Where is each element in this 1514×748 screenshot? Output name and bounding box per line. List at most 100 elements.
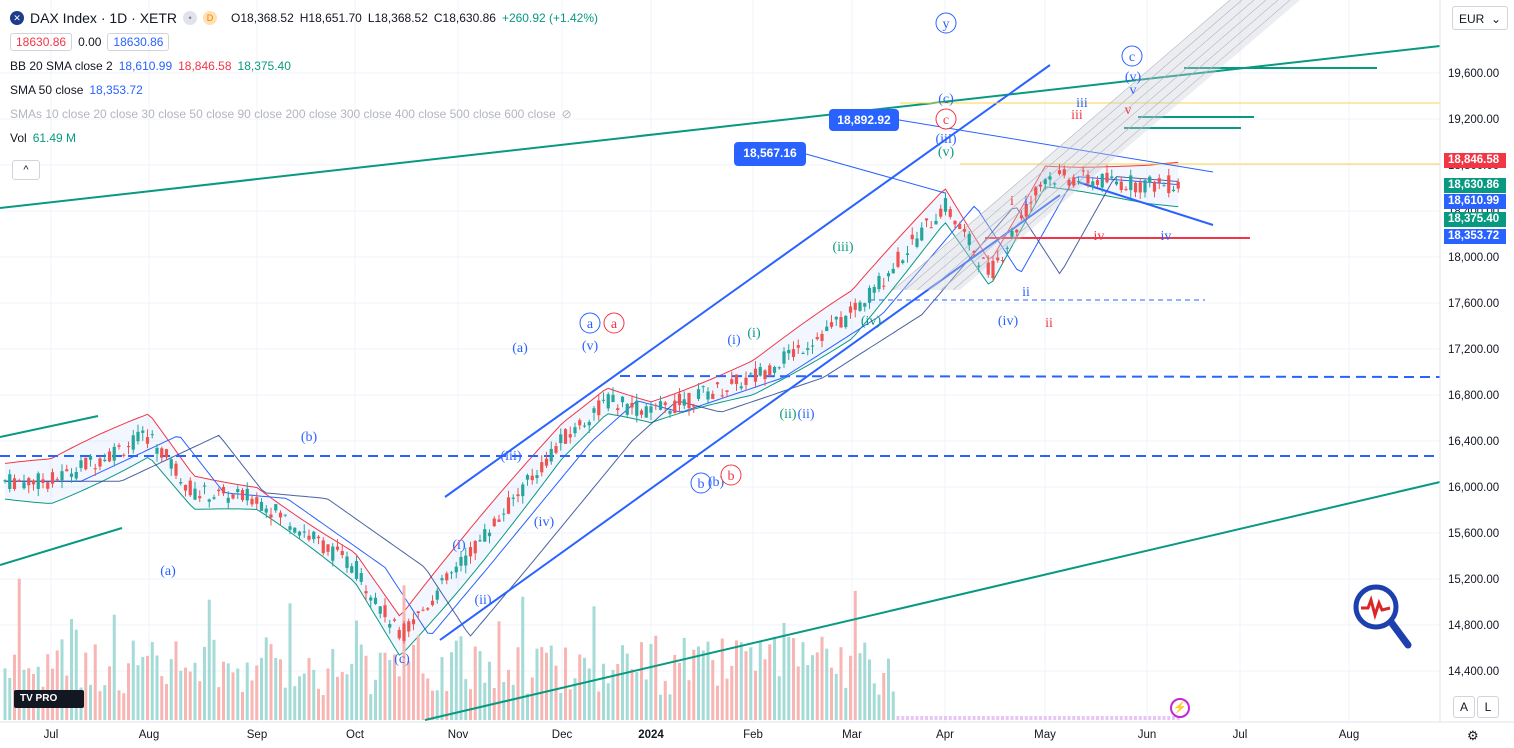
- volume-bar: [697, 646, 700, 720]
- candle-body: [1057, 170, 1062, 174]
- wave-label: (iii): [936, 132, 957, 147]
- collapse-legend-button[interactable]: ^: [12, 160, 40, 180]
- candle-body: [573, 427, 577, 434]
- candle-body: [27, 478, 31, 486]
- buy-price[interactable]: 18630.86: [107, 33, 170, 51]
- delay-badge[interactable]: D: [203, 11, 218, 25]
- wave-label: b: [698, 477, 705, 492]
- candle-body: [497, 519, 501, 522]
- volume-bar: [416, 635, 420, 720]
- wave-label: iii: [1071, 108, 1083, 123]
- volume-bar: [578, 654, 582, 720]
- vol-label[interactable]: Vol: [10, 131, 27, 145]
- bb-label[interactable]: BB 20 SMA close 2: [10, 59, 113, 73]
- wave-label-circle: [720, 464, 742, 486]
- volume-bar: [701, 650, 705, 720]
- volume-bar: [402, 585, 406, 720]
- sma50-label[interactable]: SMA 50 close: [10, 83, 84, 97]
- candle-body: [459, 556, 463, 566]
- candle-body: [1100, 173, 1104, 188]
- volume-bar: [431, 690, 434, 720]
- candle-body: [882, 285, 886, 287]
- volume-bar: [792, 638, 795, 720]
- time-tick-label: Aug: [139, 729, 159, 741]
- volume-bar: [1091, 716, 1095, 720]
- candle-body: [145, 437, 150, 444]
- candle-body: [582, 425, 587, 427]
- volume-bar: [150, 642, 154, 720]
- candle-body: [810, 345, 815, 347]
- price-tick-label: 17,600.00: [1448, 298, 1499, 310]
- volume-bar: [108, 666, 111, 720]
- volume-bar: [340, 671, 344, 720]
- lower-channel-line: [424, 481, 1441, 721]
- volume-bar: [649, 643, 653, 720]
- volume-bar: [1001, 716, 1004, 720]
- volume-bar: [1129, 716, 1133, 720]
- candle-body: [692, 405, 696, 407]
- wave-label: (i): [747, 326, 761, 341]
- candle-body: [283, 514, 287, 516]
- candle-body: [302, 531, 306, 533]
- volume-bar: [1034, 716, 1038, 720]
- candle-body: [516, 494, 520, 497]
- candle-body: [568, 434, 572, 438]
- price-callout-2[interactable]: 18,567.16: [734, 142, 806, 166]
- candle-body: [1053, 183, 1057, 185]
- volume-bar: [1167, 716, 1171, 720]
- currency-select[interactable]: EUR ⌄: [1452, 6, 1508, 30]
- volume-bar: [844, 687, 848, 720]
- candle-body: [131, 435, 135, 450]
- candle-body: [991, 260, 995, 279]
- symbol-title[interactable]: DAX Index · 1D · XETR: [30, 10, 178, 26]
- volume-bar: [1153, 716, 1156, 720]
- volume-bar: [3, 668, 7, 720]
- candle-body: [217, 489, 221, 492]
- price-callout-1[interactable]: 18,892.92: [829, 109, 899, 131]
- candle-body: [264, 508, 268, 513]
- lightning-icon[interactable]: ⚡: [1170, 698, 1190, 718]
- candle-body: [174, 463, 178, 476]
- callout-line-1: [898, 119, 1214, 173]
- settings-icon[interactable]: ⚙: [1467, 728, 1479, 743]
- candle-body: [1067, 179, 1071, 186]
- volume-bar: [412, 644, 415, 720]
- wave-label: (ii): [797, 407, 814, 422]
- candle-body: [511, 497, 515, 499]
- wave-label: (c): [394, 652, 410, 667]
- candle-body: [69, 473, 74, 477]
- volume-bar: [820, 636, 824, 720]
- volume-bar: [982, 716, 985, 720]
- tradingview-logo-icon[interactable]: TV PRO: [14, 690, 84, 708]
- dots-icon[interactable]: •: [183, 11, 198, 25]
- candle-body: [122, 454, 126, 456]
- sell-price[interactable]: 18630.86: [10, 33, 73, 51]
- candle-body: [378, 606, 382, 614]
- volume-bar: [758, 641, 762, 720]
- log-scale-button[interactable]: L: [1477, 696, 1499, 718]
- volume-bar: [393, 654, 396, 720]
- candle-body: [563, 429, 568, 444]
- volume-bar: [8, 677, 12, 720]
- volume-bar: [687, 680, 691, 720]
- wave-label: (v): [938, 145, 955, 160]
- volume-bar: [958, 716, 962, 720]
- candle-body: [502, 513, 506, 515]
- price-tick-label: 19,200.00: [1448, 114, 1499, 126]
- volume-bar: [374, 679, 377, 720]
- volume-bar: [678, 662, 681, 720]
- auto-scale-button[interactable]: A: [1453, 696, 1475, 718]
- candle-body: [369, 597, 373, 601]
- volume-bar: [127, 663, 130, 720]
- candle-body: [112, 446, 116, 461]
- volume-bar: [279, 659, 282, 720]
- volume-bar: [212, 639, 216, 720]
- candle-body: [164, 449, 169, 458]
- volume-bar: [839, 647, 843, 720]
- smas-label[interactable]: SMAs 10 close 20 close 30 close 50 close…: [10, 107, 556, 121]
- volume-bar: [369, 694, 373, 720]
- candle-body: [753, 368, 758, 382]
- volume-bar: [1081, 716, 1085, 720]
- eye-hidden-icon[interactable]: ⊘: [561, 107, 572, 121]
